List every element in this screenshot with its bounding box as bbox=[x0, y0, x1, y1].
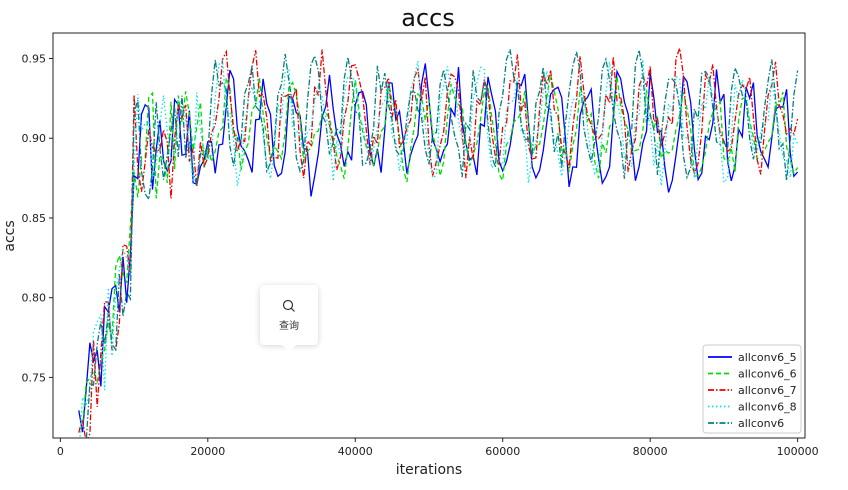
y-tick-label: 0.75 bbox=[22, 371, 47, 384]
x-axis-title: iterations bbox=[396, 462, 462, 478]
y-axis: 0.75 0.80 0.85 0.90 0.95 bbox=[22, 53, 53, 384]
legend-label: allconv6_7 bbox=[738, 384, 797, 397]
x-tick-label: 20000 bbox=[190, 445, 225, 458]
query-label: 查询 bbox=[279, 320, 299, 332]
legend-label: allconv6_6 bbox=[738, 368, 797, 381]
y-axis-title: accs bbox=[2, 220, 18, 251]
x-tick-label: 40000 bbox=[338, 445, 373, 458]
y-tick-label: 0.85 bbox=[22, 212, 47, 225]
series-group bbox=[78, 48, 799, 438]
x-tick-label: 80000 bbox=[633, 445, 668, 458]
x-tick-label: 100000 bbox=[777, 445, 819, 458]
y-tick-label: 0.80 bbox=[22, 292, 47, 305]
y-tick-label: 0.90 bbox=[22, 132, 47, 145]
series-line-allconv6_6 bbox=[78, 74, 799, 430]
search-icon bbox=[282, 299, 295, 312]
legend-label: allconv6_5 bbox=[738, 351, 797, 364]
series-line-allconv6_8 bbox=[79, 59, 799, 438]
series-line-allconv6_5 bbox=[78, 63, 799, 433]
query-tooltip[interactable]: 查询 bbox=[260, 285, 318, 352]
y-tick-label: 0.95 bbox=[22, 53, 47, 66]
legend: allconv6_5 allconv6_6 allconv6_7 allconv6_8… bbox=[702, 344, 802, 434]
legend-label: allconv6 bbox=[738, 417, 784, 430]
legend-label: allconv6_8 bbox=[738, 401, 797, 414]
chart-title: accs bbox=[401, 4, 455, 32]
legend-box bbox=[702, 344, 802, 434]
x-tick-label: 0 bbox=[57, 445, 64, 458]
series-line-allconv6 bbox=[85, 49, 799, 438]
x-tick-label: 60000 bbox=[485, 445, 520, 458]
plot-frame bbox=[52, 32, 806, 439]
x-axis: 0 20000 40000 60000 80000 100000 bbox=[57, 438, 819, 458]
series-line-allconv6_7 bbox=[78, 48, 799, 438]
